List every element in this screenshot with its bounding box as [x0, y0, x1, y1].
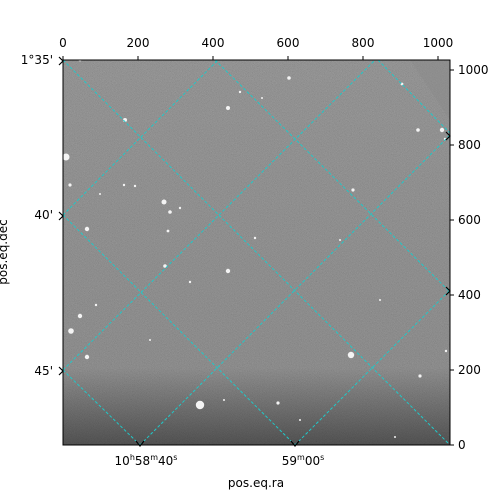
- star: [287, 76, 291, 80]
- right-tick-label: 400: [458, 288, 481, 302]
- y-axis-title: pos.eq.dec: [0, 219, 10, 284]
- star: [133, 184, 137, 188]
- star: [84, 354, 90, 360]
- star: [168, 210, 172, 214]
- star: [188, 280, 192, 284]
- x-axis-title: pos.eq.ra: [228, 476, 284, 490]
- star: [99, 193, 101, 195]
- top-tick-label: 200: [127, 36, 150, 50]
- sky-image: [63, 60, 450, 445]
- star: [276, 401, 280, 405]
- dec-tick-label: 1°35': [21, 53, 53, 67]
- star: [444, 349, 448, 353]
- top-tick-label: 0: [59, 36, 67, 50]
- star: [299, 419, 301, 421]
- top-tick-label: 400: [202, 36, 225, 50]
- star-field: [63, 60, 448, 438]
- star: [195, 400, 205, 410]
- star: [84, 226, 90, 232]
- star: [238, 90, 242, 94]
- star: [225, 268, 231, 274]
- star: [261, 97, 263, 99]
- top-tick-label: 1000: [423, 36, 454, 50]
- star: [77, 313, 83, 319]
- top-tick-label: 600: [277, 36, 300, 50]
- star: [122, 183, 126, 187]
- star: [68, 183, 72, 187]
- top-tick-marks: [62, 56, 439, 60]
- right-tick-label: 200: [458, 363, 481, 377]
- star: [394, 436, 396, 438]
- star: [347, 351, 355, 359]
- dec-tick-label: 40': [34, 208, 53, 222]
- ra-tick-label: 10h58m40s: [115, 453, 178, 468]
- star: [223, 399, 225, 401]
- star: [149, 339, 151, 341]
- coordinate-grid: [63, 60, 450, 445]
- star: [416, 128, 420, 132]
- right-tick-label: 600: [458, 213, 481, 227]
- right-tick-label: 800: [458, 138, 481, 152]
- star: [339, 239, 341, 241]
- star: [439, 127, 445, 133]
- right-tick-marks: [450, 69, 454, 446]
- star: [379, 299, 381, 301]
- top-tick-label: 800: [352, 36, 375, 50]
- star: [94, 303, 98, 307]
- right-tick-label: 1000: [458, 63, 489, 77]
- star: [351, 188, 355, 192]
- world-tick-marks: [58, 56, 451, 447]
- dec-tick-label: 45': [34, 364, 53, 378]
- star: [178, 206, 182, 210]
- star: [418, 374, 422, 378]
- star: [68, 328, 74, 334]
- right-tick-label: 0: [458, 438, 466, 452]
- star: [166, 229, 170, 233]
- star: [163, 264, 167, 268]
- star: [226, 106, 230, 110]
- plot-frame: [62, 59, 451, 446]
- star: [161, 199, 167, 205]
- star: [253, 236, 257, 240]
- star: [63, 153, 70, 161]
- ra-tick-label: 59m00s: [282, 453, 325, 468]
